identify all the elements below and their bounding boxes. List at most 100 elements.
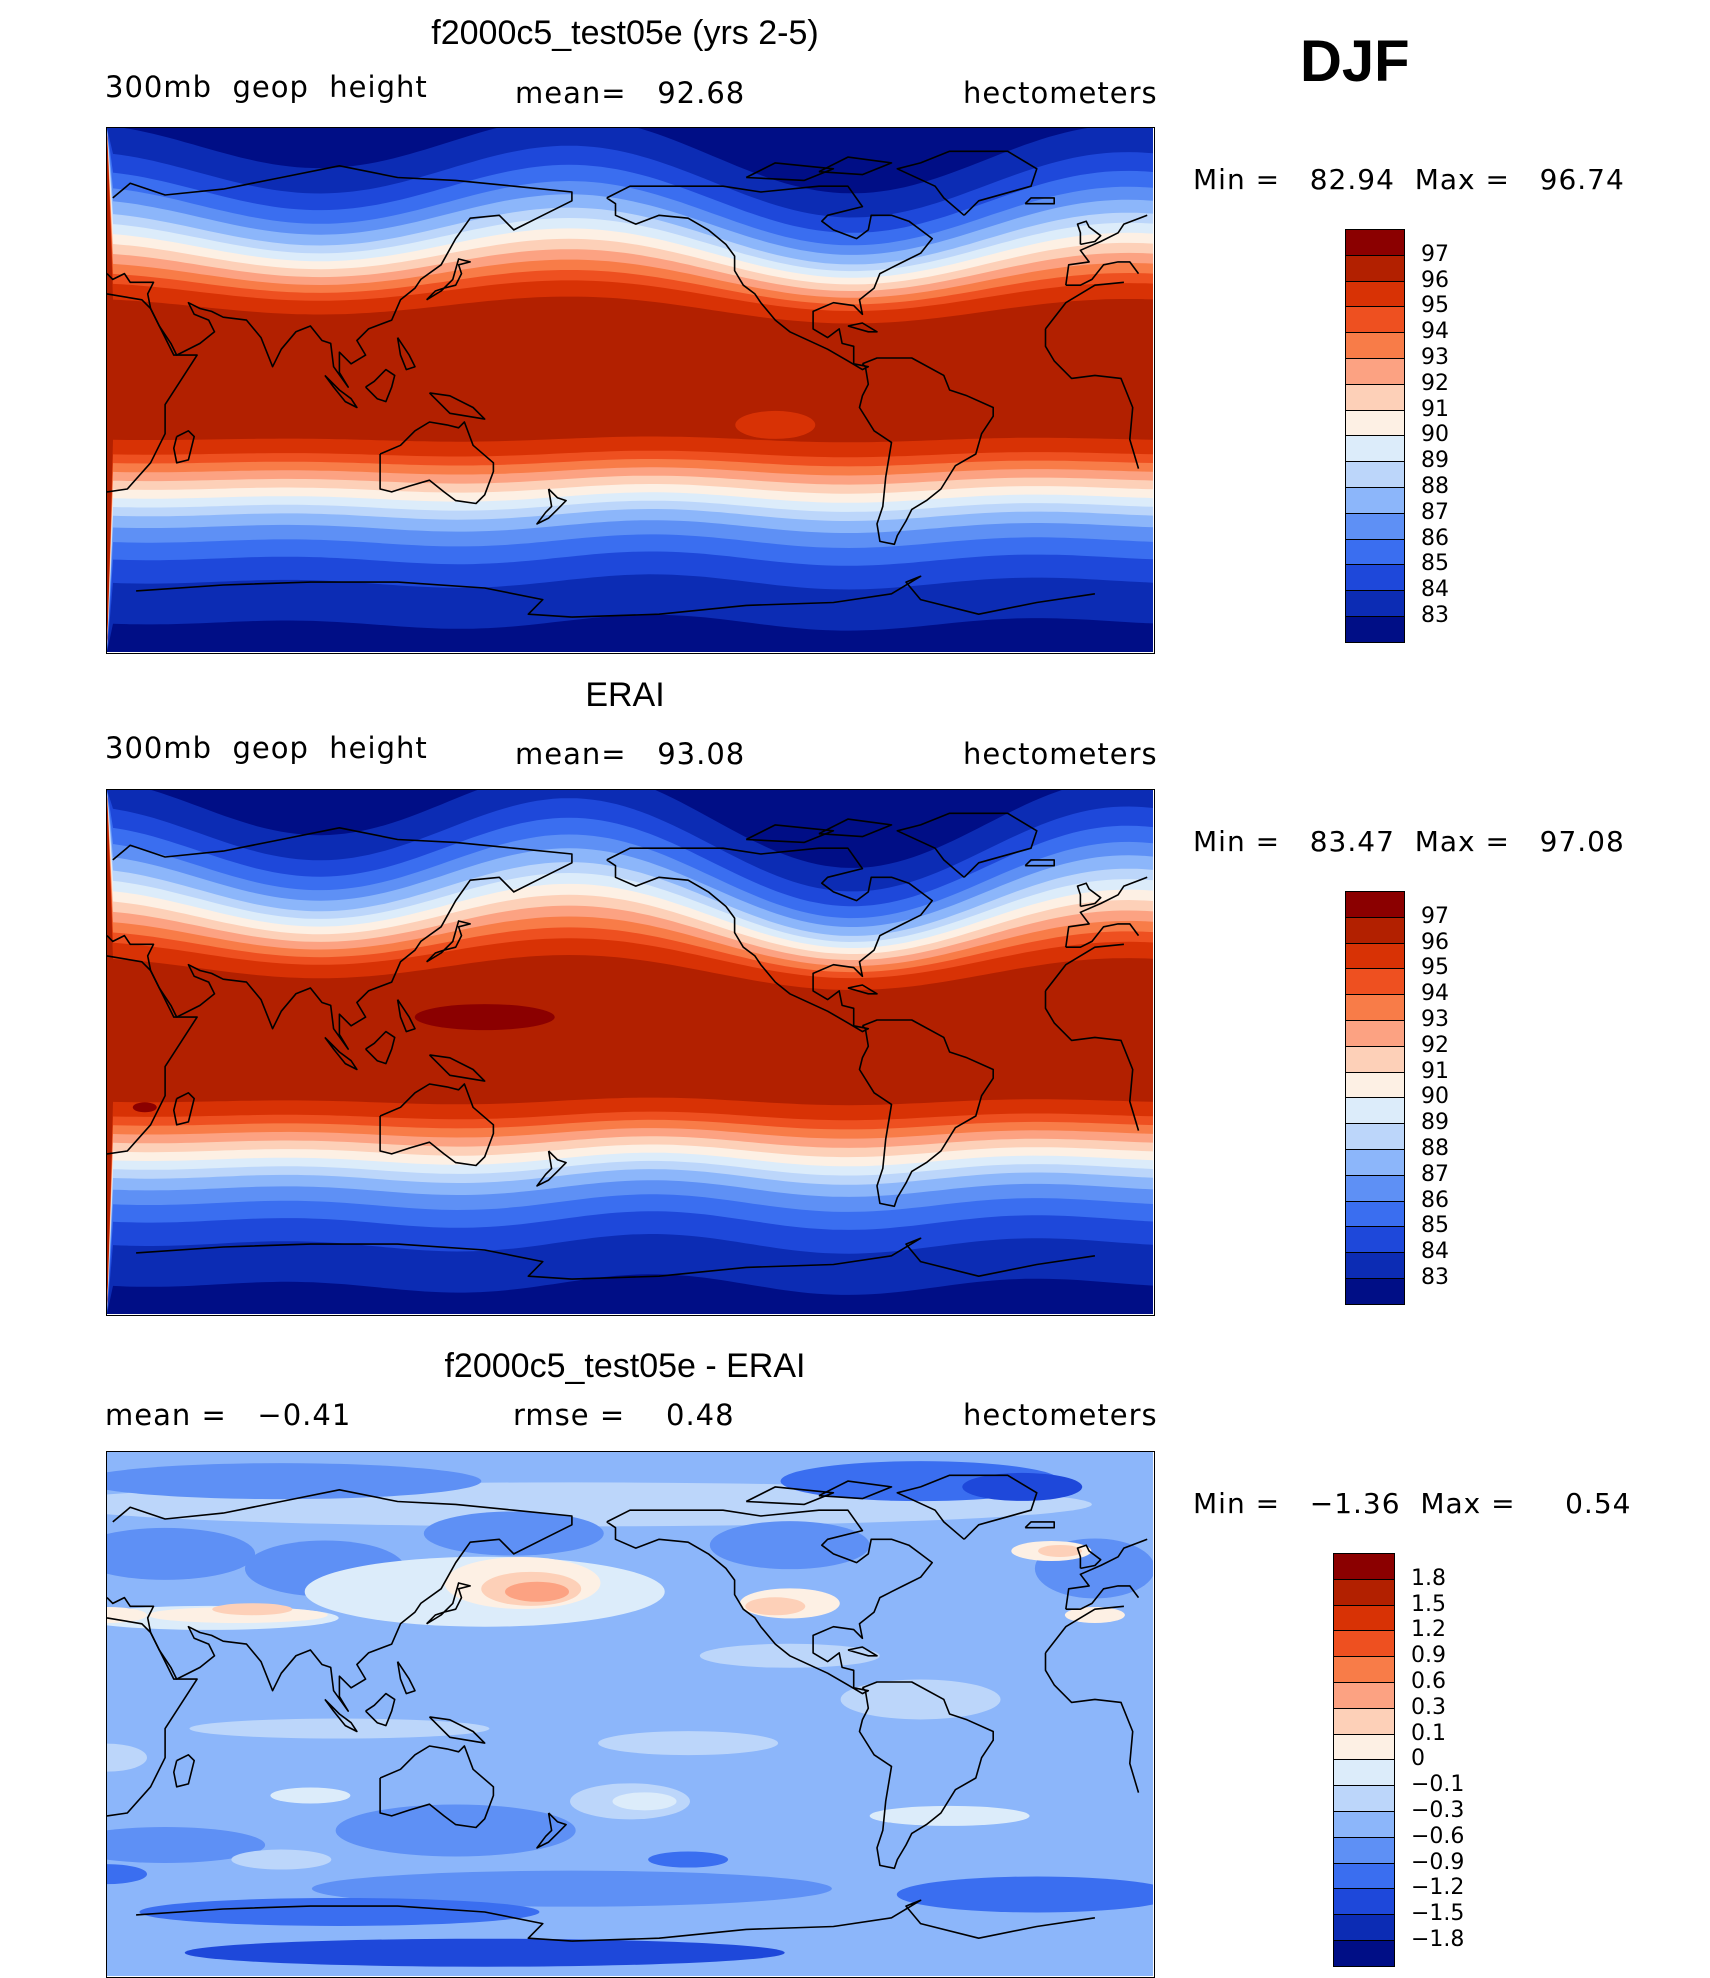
panel2-title: ERAI xyxy=(585,676,665,714)
coastline xyxy=(858,357,994,546)
colorbar-tick-label: −0.6 xyxy=(1411,1823,1465,1849)
colorbar-tick-label: −1.8 xyxy=(1411,1927,1465,1952)
colorbar-swatch xyxy=(1333,1785,1395,1812)
coastline xyxy=(606,185,933,371)
contour-maximum xyxy=(414,1004,555,1031)
colorbar-swatch xyxy=(1345,358,1405,385)
coastline xyxy=(428,1716,486,1744)
coastline xyxy=(847,322,878,333)
colorbar-swatch xyxy=(1333,1707,1395,1735)
colorbar-tick-label: 87 xyxy=(1421,1161,1449,1187)
colorbar-tick-label: 91 xyxy=(1421,1058,1449,1084)
colorbar-swatch xyxy=(1333,1604,1395,1632)
colorbar-tick-label: 92 xyxy=(1421,370,1449,396)
contour-blob xyxy=(962,1472,1083,1501)
coastline xyxy=(745,1486,835,1506)
colorbar-swatch xyxy=(1333,1888,1395,1916)
coastline xyxy=(136,575,1096,618)
contour-blob xyxy=(598,1731,779,1756)
contour-blob xyxy=(231,1849,332,1870)
colorbar-swatch xyxy=(1345,1123,1405,1150)
contour-blob xyxy=(1038,1544,1083,1557)
colorbar-tick-label: 0.9 xyxy=(1411,1643,1446,1669)
colorbar-swatch xyxy=(1345,1278,1405,1305)
colorbar-tick-label: 92 xyxy=(1421,1032,1449,1058)
panel3-minmax: Min = −1.36 Max = 0.54 xyxy=(1193,1487,1632,1520)
colorbar-swatch xyxy=(1345,409,1405,437)
colorbar-swatch xyxy=(1333,1759,1395,1787)
colorbar-tick-label: 85 xyxy=(1421,551,1449,577)
colorbar-swatch xyxy=(1333,1940,1395,1967)
contour-blob xyxy=(189,1718,490,1739)
panel1-title: f2000c5_test05e (yrs 2-5) xyxy=(431,14,819,52)
contour-band xyxy=(107,614,1153,652)
colorbar-swatch xyxy=(1345,332,1405,359)
colorbar-swatch xyxy=(1345,1174,1405,1202)
colorbar-tick-label: 89 xyxy=(1421,1110,1449,1136)
colorbar-tick-label: 93 xyxy=(1421,345,1449,370)
coastline xyxy=(136,1237,1096,1280)
coastline xyxy=(173,430,195,464)
coastline xyxy=(1024,859,1055,867)
coastline xyxy=(896,150,1038,216)
colorbar-swatch xyxy=(1345,590,1405,617)
colorbar-tick-label: 87 xyxy=(1421,499,1449,525)
colorbar-tick-label: 91 xyxy=(1421,396,1449,422)
coastline xyxy=(1076,882,1102,908)
coastline xyxy=(396,1661,416,1695)
coastline xyxy=(365,1692,396,1727)
colorbar-swatch xyxy=(1333,1862,1395,1890)
contour-blob xyxy=(107,1743,147,1772)
panel1-map xyxy=(106,127,1155,654)
colorbar-tick-label: −0.3 xyxy=(1411,1798,1465,1823)
coastline xyxy=(107,943,1140,1155)
colorbar-tick-label: 1.5 xyxy=(1411,1591,1446,1617)
colorbar-swatch xyxy=(1345,1252,1405,1279)
coastline xyxy=(896,812,1038,878)
colorbar-tick-label: −1.2 xyxy=(1411,1875,1465,1901)
coastline xyxy=(379,1745,495,1829)
coastline xyxy=(858,1019,994,1208)
coastline xyxy=(847,1646,878,1657)
coastline xyxy=(173,1092,195,1126)
coastline xyxy=(396,337,416,371)
contour-maximum xyxy=(132,1102,157,1113)
panel1-variable-label: 300mb geop height xyxy=(105,70,428,104)
coastline xyxy=(606,847,933,1033)
coastline xyxy=(324,374,358,409)
coastline xyxy=(606,1509,933,1695)
panel2-map-svg xyxy=(107,790,1153,1314)
colorbar-swatch xyxy=(1345,564,1405,592)
coastline xyxy=(396,999,416,1033)
panel3-map xyxy=(106,1451,1155,1978)
panel1-units-label: hectometers xyxy=(963,76,1158,110)
coastline xyxy=(536,488,567,525)
colorbar-swatch xyxy=(1333,1578,1395,1606)
contour-blob xyxy=(709,1521,870,1570)
colorbar-tick-label: 86 xyxy=(1421,1187,1449,1213)
panel3-rmse-label: rmse = 0.48 xyxy=(513,1398,735,1432)
colorbar-tick-label: −1.5 xyxy=(1411,1901,1465,1927)
coastline xyxy=(1076,220,1102,246)
colorbar-swatch xyxy=(1345,306,1405,334)
colorbar-tick-label: 94 xyxy=(1421,981,1449,1007)
panel3-units-label: hectometers xyxy=(963,1398,1158,1432)
colorbar-tick-label: 1.2 xyxy=(1411,1617,1446,1643)
colorbar-tick-label: 85 xyxy=(1421,1213,1449,1239)
colorbar-tick-label: 1.8 xyxy=(1411,1565,1446,1591)
colorbar-tick-label: 84 xyxy=(1421,1239,1449,1265)
coastline xyxy=(324,1698,358,1733)
coastline xyxy=(379,1083,495,1167)
colorbar-swatch xyxy=(1345,461,1405,488)
coastline xyxy=(745,824,835,844)
coastline xyxy=(818,1480,893,1500)
panel3-title: f2000c5_test05e - ERAI xyxy=(444,1347,806,1385)
colorbar-swatch xyxy=(1333,1682,1395,1709)
colorbar-tick-label: 89 xyxy=(1421,448,1449,474)
colorbar-tick-label: 96 xyxy=(1421,267,1449,293)
colorbar-swatch xyxy=(1345,616,1405,643)
contour-blob xyxy=(139,1897,540,1926)
colorbar-swatch xyxy=(1345,1226,1405,1254)
contour-blob xyxy=(107,1864,147,1885)
colorbar-tick-label: 86 xyxy=(1421,525,1449,551)
